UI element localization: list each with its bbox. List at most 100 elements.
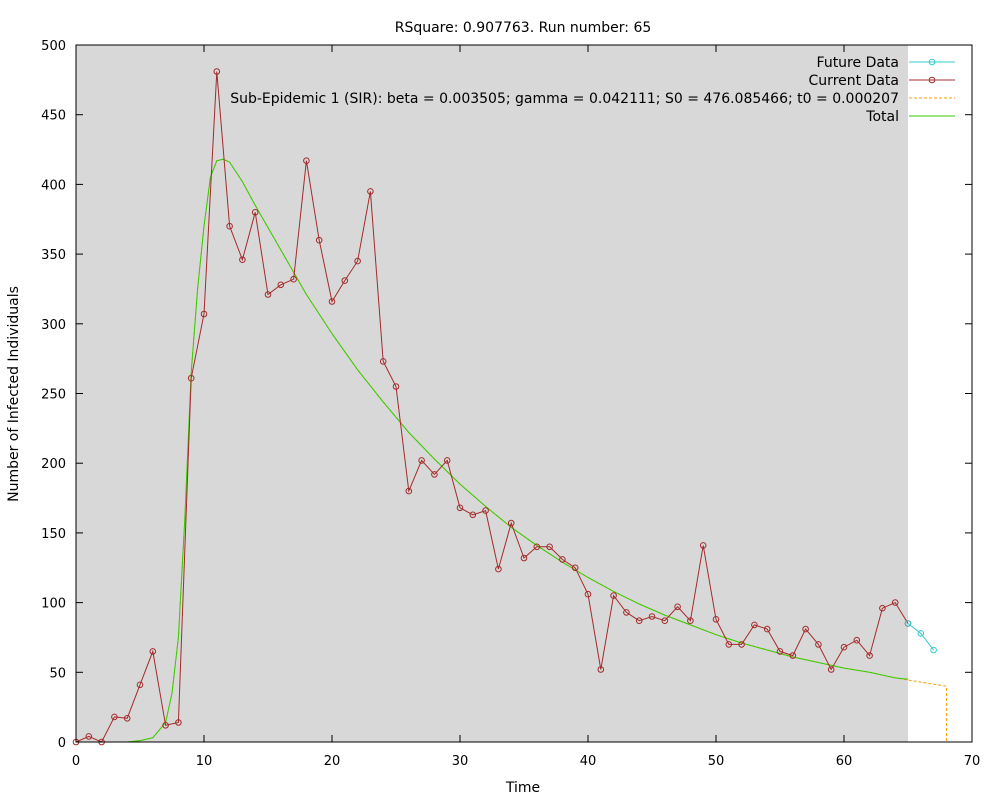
data-point — [546, 543, 553, 551]
data-point — [431, 471, 438, 478]
data-point — [162, 722, 169, 729]
data-point — [392, 383, 400, 390]
data-point — [879, 604, 886, 612]
data-point — [571, 564, 579, 572]
data-point — [507, 519, 515, 527]
data-point — [443, 457, 451, 464]
x-tick-label: 60 — [836, 754, 853, 769]
data-point — [802, 625, 809, 633]
ticks-layer: 0 10 20 30 40 50 60 70 0 50 100 150 200 250 300 350 400 4… — [41, 39, 980, 769]
data-point — [123, 715, 131, 722]
data-point — [776, 648, 784, 655]
y-tick-label: 200 — [41, 457, 66, 472]
y-tick-label: 100 — [41, 597, 66, 612]
data-point — [763, 625, 771, 633]
legend-marker — [928, 58, 936, 66]
x-tick-label: 0 — [72, 754, 80, 769]
data-point — [738, 641, 745, 648]
data-point — [213, 68, 221, 75]
data-point — [111, 713, 118, 721]
y-tick-label: 350 — [41, 248, 66, 263]
data-point — [712, 616, 720, 623]
x-tick-label: 30 — [452, 754, 469, 769]
shaded-region — [76, 45, 908, 742]
y-axis-title: Number of Infected Individuals — [6, 286, 22, 502]
data-point — [456, 504, 464, 512]
data-point — [623, 609, 630, 616]
x-tick-label: 50 — [708, 754, 725, 769]
series-line-1 — [75, 71, 909, 743]
data-point — [187, 374, 195, 382]
data-point — [379, 358, 387, 365]
data-point — [661, 617, 669, 625]
legend-label: Sub-Epidemic 1 (SIR): beta = 0.003505; g… — [230, 91, 899, 107]
data-point — [610, 592, 617, 599]
data-point — [328, 298, 336, 305]
data-point — [827, 666, 835, 673]
chart-title: RSquare: 0.907763. Run number: 65 — [395, 20, 652, 36]
data-point — [405, 487, 413, 495]
data-point — [226, 222, 233, 230]
y-tick-label: 500 — [41, 39, 66, 54]
data-point — [277, 281, 285, 289]
data-point — [635, 617, 643, 625]
data-point — [354, 257, 361, 265]
data-point — [891, 599, 899, 606]
data-point — [674, 603, 681, 611]
data-point — [917, 630, 925, 637]
data-point — [264, 291, 272, 298]
data-point — [251, 209, 259, 216]
data-point — [495, 565, 502, 573]
data-point — [648, 613, 656, 620]
x-tick-label: 10 — [196, 754, 213, 769]
data-point — [687, 617, 694, 625]
x-axis-title: Time — [505, 780, 540, 796]
y-tick-label: 0 — [58, 736, 66, 751]
data-point — [904, 620, 912, 627]
data-point — [303, 157, 310, 164]
data-point — [418, 457, 425, 464]
y-tick-label: 300 — [41, 318, 66, 333]
data-point — [533, 543, 541, 551]
data-point — [815, 641, 822, 648]
series-layer — [72, 68, 947, 746]
data-point — [853, 636, 861, 644]
data-point — [200, 310, 208, 318]
data-point — [469, 511, 477, 519]
data-point — [584, 590, 592, 598]
data-point — [866, 652, 873, 659]
data-point — [149, 648, 157, 655]
y-tick-label: 150 — [41, 527, 66, 542]
data-point — [520, 554, 528, 562]
data-point — [85, 733, 93, 740]
data-point — [239, 256, 246, 264]
data-point — [341, 277, 349, 284]
y-tick-label: 50 — [49, 666, 66, 681]
legend-marker — [928, 76, 936, 84]
y-tick-label: 450 — [41, 109, 66, 124]
data-point — [136, 681, 144, 689]
data-point — [751, 621, 758, 629]
data-point — [315, 236, 323, 244]
data-point — [789, 652, 797, 659]
y-tick-label: 250 — [41, 388, 66, 403]
data-point — [290, 275, 297, 283]
data-point — [559, 556, 566, 563]
data-point — [930, 646, 937, 654]
data-point — [175, 719, 182, 726]
data-point — [597, 666, 605, 673]
data-point — [367, 188, 374, 195]
data-point — [699, 542, 707, 549]
x-tick-label: 70 — [964, 754, 981, 769]
legend: Future Data Current Data Sub-Epidemic 1 (S… — [230, 55, 955, 125]
y-tick-label: 400 — [41, 178, 66, 193]
data-point — [840, 643, 848, 651]
x-tick-label: 40 — [580, 754, 597, 769]
data-point — [725, 641, 733, 648]
x-tick-label: 20 — [324, 754, 341, 769]
legend-label: Future Data — [817, 55, 899, 71]
series-line-0 — [907, 623, 934, 651]
legend-label: Current Data — [809, 73, 899, 89]
data-point — [482, 507, 489, 514]
